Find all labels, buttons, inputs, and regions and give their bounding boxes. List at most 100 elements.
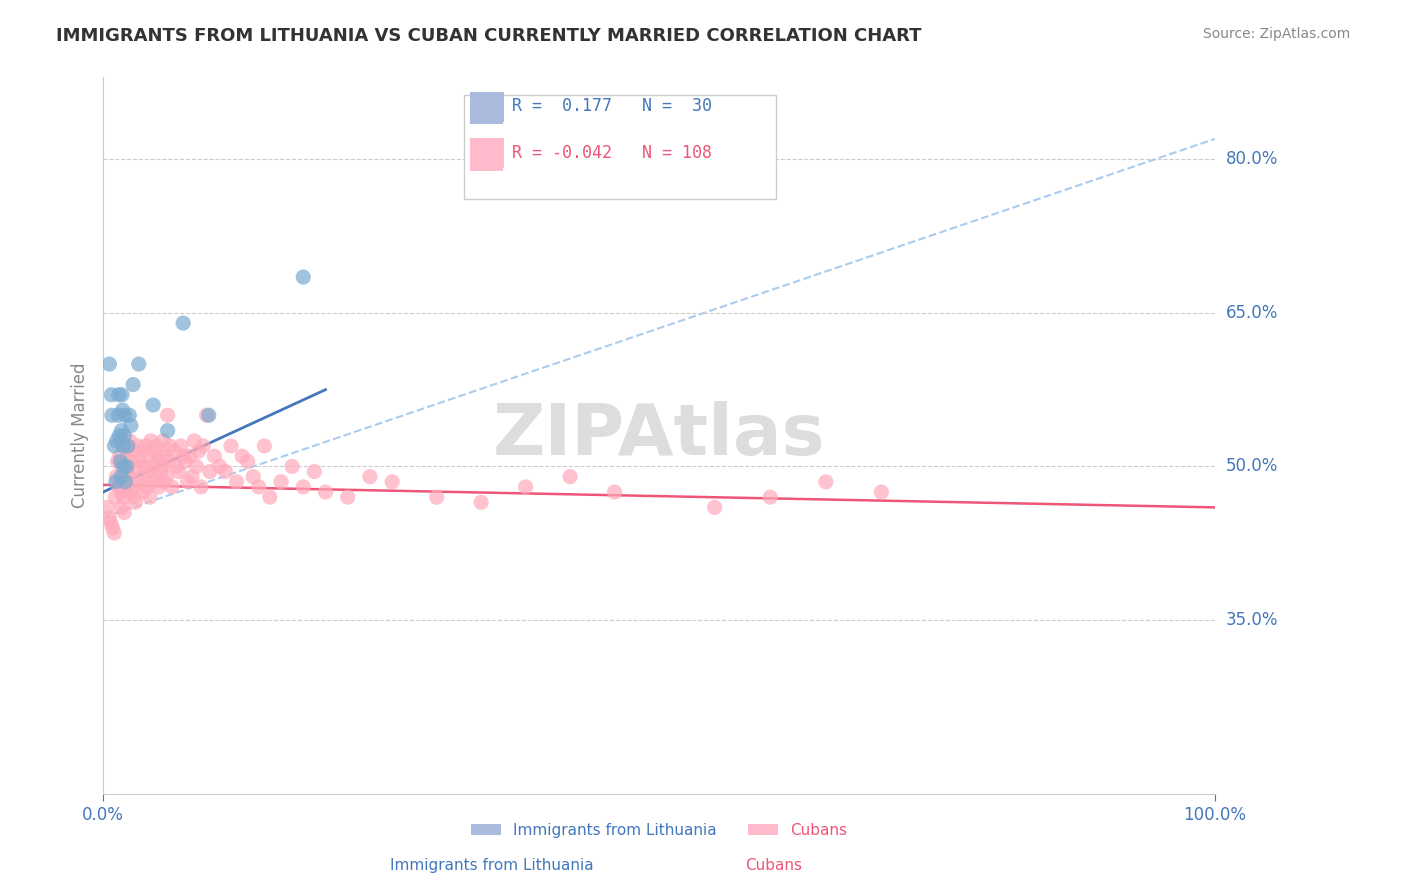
Point — [156, 409, 179, 423]
Point — [145, 469, 167, 483]
Point — [107, 388, 129, 402]
Point — [153, 475, 176, 489]
Point — [121, 480, 143, 494]
Point — [101, 521, 124, 535]
Point — [101, 409, 124, 423]
Point — [110, 485, 132, 500]
Point — [155, 469, 177, 483]
Point — [118, 409, 141, 423]
Point — [114, 475, 136, 489]
Point — [170, 439, 193, 453]
Point — [214, 465, 236, 479]
Point — [122, 490, 145, 504]
Point — [253, 439, 276, 453]
Point — [202, 449, 225, 463]
Point — [139, 490, 162, 504]
Point — [111, 403, 134, 417]
Point — [104, 490, 127, 504]
Point — [135, 480, 157, 494]
Point — [174, 454, 197, 468]
Point — [111, 459, 134, 474]
Point — [336, 490, 359, 504]
Point — [142, 398, 165, 412]
Point — [115, 459, 138, 474]
FancyBboxPatch shape — [470, 138, 503, 170]
Point — [141, 459, 163, 474]
Point — [225, 475, 247, 489]
Point — [132, 485, 155, 500]
Point — [157, 454, 180, 468]
Text: 80.0%: 80.0% — [1226, 151, 1278, 169]
Point — [193, 439, 215, 453]
Point — [149, 465, 172, 479]
Point — [870, 485, 893, 500]
FancyBboxPatch shape — [474, 138, 505, 169]
Point — [108, 428, 131, 442]
Point — [118, 469, 141, 483]
Point — [110, 454, 132, 468]
Point — [231, 449, 253, 463]
Point — [156, 424, 179, 438]
Point — [183, 434, 205, 448]
Point — [814, 475, 837, 489]
Point — [134, 459, 156, 474]
Point — [117, 449, 139, 463]
Point — [198, 465, 221, 479]
Point — [112, 506, 135, 520]
FancyBboxPatch shape — [474, 92, 505, 122]
Point — [759, 490, 782, 504]
Y-axis label: Currently Married: Currently Married — [72, 363, 89, 508]
Point — [111, 388, 134, 402]
Point — [143, 444, 166, 458]
Point — [359, 469, 381, 483]
Point — [426, 490, 449, 504]
Point — [112, 428, 135, 442]
Point — [134, 439, 156, 453]
Point — [181, 469, 204, 483]
Point — [128, 454, 150, 468]
Point — [208, 459, 231, 474]
Point — [314, 485, 336, 500]
Point — [236, 454, 259, 468]
Point — [122, 377, 145, 392]
Point — [148, 480, 170, 494]
Text: Source: ZipAtlas.com: Source: ZipAtlas.com — [1202, 27, 1350, 41]
Point — [159, 439, 181, 453]
Point — [98, 357, 121, 371]
Point — [136, 449, 159, 463]
Point — [122, 444, 145, 458]
Point — [108, 449, 131, 463]
Point — [120, 418, 142, 433]
Point — [105, 434, 128, 448]
Point — [110, 500, 132, 515]
Point — [172, 449, 194, 463]
Text: 65.0%: 65.0% — [1226, 304, 1278, 322]
Point — [98, 510, 121, 524]
Point — [515, 480, 537, 494]
Point — [176, 475, 198, 489]
Point — [186, 459, 208, 474]
Point — [114, 469, 136, 483]
Point — [163, 444, 186, 458]
Point — [100, 516, 122, 530]
Point — [292, 480, 315, 494]
Point — [219, 439, 242, 453]
Point — [703, 500, 725, 515]
Text: 50.0%: 50.0% — [1226, 458, 1278, 475]
Point — [160, 480, 183, 494]
Point — [104, 475, 127, 489]
Point — [187, 444, 209, 458]
Point — [117, 459, 139, 474]
FancyBboxPatch shape — [470, 92, 503, 124]
Point — [112, 439, 135, 453]
Point — [138, 465, 160, 479]
Legend: Immigrants from Lithuania, Cubans: Immigrants from Lithuania, Cubans — [464, 816, 853, 844]
Point — [128, 475, 150, 489]
FancyBboxPatch shape — [464, 95, 776, 199]
Text: IMMIGRANTS FROM LITHUANIA VS CUBAN CURRENTLY MARRIED CORRELATION CHART: IMMIGRANTS FROM LITHUANIA VS CUBAN CURRE… — [56, 27, 922, 45]
Point — [118, 434, 141, 448]
Point — [145, 439, 167, 453]
Point — [259, 490, 281, 504]
Point — [197, 409, 219, 423]
Point — [115, 480, 138, 494]
